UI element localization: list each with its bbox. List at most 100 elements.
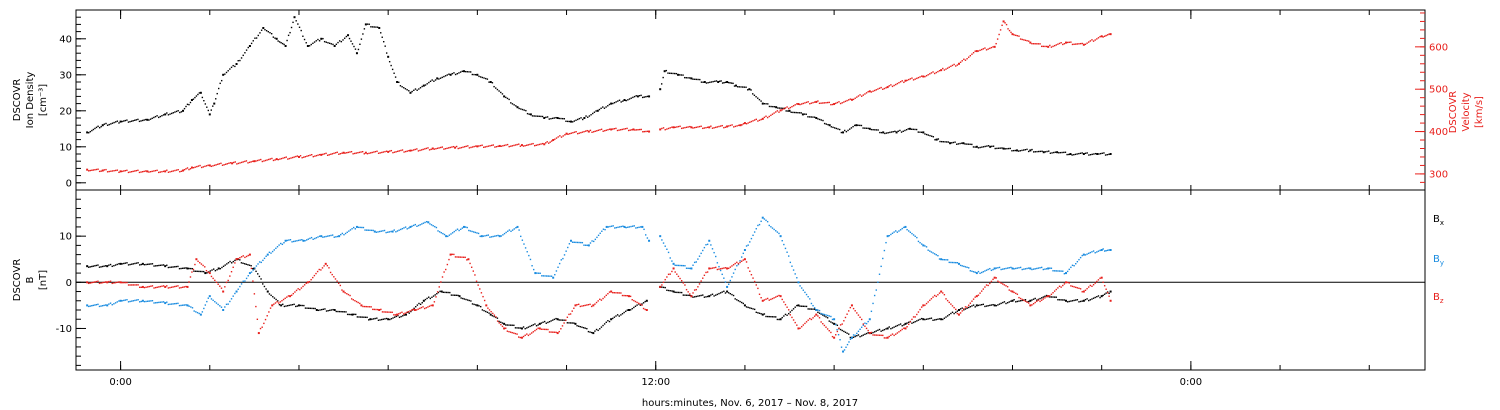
data-point: [215, 281, 218, 284]
data-point: [404, 88, 407, 90]
data-point: [676, 126, 678, 128]
data-point: [459, 71, 462, 73]
data-point: [732, 272, 735, 274]
data-point: [134, 299, 136, 302]
data-point: [643, 228, 645, 231]
data-point: [1024, 268, 1027, 270]
data-point: [232, 260, 234, 263]
data-point: [361, 316, 363, 318]
data-point: [1088, 286, 1090, 288]
data-point: [590, 305, 593, 308]
data-point: [505, 327, 507, 329]
data-point: [891, 85, 894, 88]
data-point: [466, 71, 469, 73]
data-point: [166, 285, 168, 287]
data-point: [969, 306, 972, 308]
data-point: [542, 275, 545, 277]
data-point: [475, 145, 477, 147]
data-point: [567, 246, 569, 249]
data-point: [485, 77, 487, 80]
data-point: [270, 294, 272, 297]
data-point: [541, 142, 544, 145]
data-point: [848, 310, 850, 312]
data-point: [158, 264, 160, 267]
data-point: [495, 87, 497, 89]
data-point: [312, 307, 315, 310]
data-point: [929, 317, 931, 320]
data-point: [415, 309, 418, 311]
data-point: [904, 225, 907, 228]
data-point: [327, 42, 329, 44]
data-point: [279, 301, 282, 303]
data-point: [933, 72, 936, 75]
data-point: [475, 304, 477, 306]
data-point: [792, 111, 794, 114]
data-point: [450, 233, 452, 235]
data-point: [773, 297, 775, 299]
data-point: [662, 127, 665, 129]
data-point: [183, 304, 186, 306]
data-point: [739, 124, 742, 127]
data-point: [796, 304, 798, 307]
data-point: [498, 322, 500, 324]
data-point: [353, 313, 355, 316]
data-point: [999, 29, 1002, 31]
data-point: [275, 37, 278, 40]
data-point: [425, 220, 428, 223]
data-point: [812, 317, 814, 319]
data-point: [731, 276, 733, 278]
data-point: [791, 105, 793, 108]
data-point: [118, 122, 120, 124]
data-point: [661, 284, 663, 286]
data-point: [426, 83, 428, 85]
data-point: [625, 294, 627, 297]
data-point: [229, 275, 231, 277]
data-point: [578, 132, 580, 134]
data-point: [635, 95, 637, 97]
data-point: [511, 324, 513, 326]
data-point: [132, 170, 134, 173]
data-point: [110, 123, 112, 125]
data-point: [1092, 40, 1095, 42]
data-point: [1050, 293, 1053, 296]
data-point: [159, 264, 162, 267]
data-point: [561, 319, 564, 321]
data-point: [667, 273, 670, 276]
data-point: [957, 313, 960, 316]
data-point: [728, 292, 730, 294]
data-point: [516, 143, 518, 146]
data-point: [1058, 152, 1060, 154]
data-point: [909, 321, 912, 323]
data-point: [616, 292, 619, 294]
data-point: [868, 332, 871, 335]
data-point: [630, 225, 632, 228]
data-point: [109, 302, 112, 304]
data-point: [856, 335, 858, 337]
data-point: [380, 318, 383, 321]
data-point: [318, 40, 321, 42]
data-point: [417, 224, 420, 227]
data-point: [882, 131, 885, 134]
data-point: [786, 251, 788, 253]
data-point: [841, 323, 843, 325]
data-point: [230, 270, 233, 273]
data-point: [728, 125, 730, 127]
data-point: [1062, 299, 1064, 301]
data-point: [138, 171, 141, 174]
data-point: [895, 333, 897, 335]
data-point: [687, 291, 689, 293]
data-point: [740, 301, 743, 304]
data-point: [134, 262, 136, 265]
data-point: [865, 127, 868, 129]
data-point: [993, 276, 996, 279]
data-point: [481, 309, 484, 311]
data-point: [368, 152, 370, 155]
data-point: [669, 290, 671, 292]
data-point: [342, 311, 344, 313]
data-point: [1031, 299, 1033, 301]
data-point: [690, 126, 693, 129]
data-point: [201, 270, 203, 273]
data-point: [344, 232, 347, 235]
data-point: [946, 315, 949, 317]
data-point: [294, 291, 296, 293]
